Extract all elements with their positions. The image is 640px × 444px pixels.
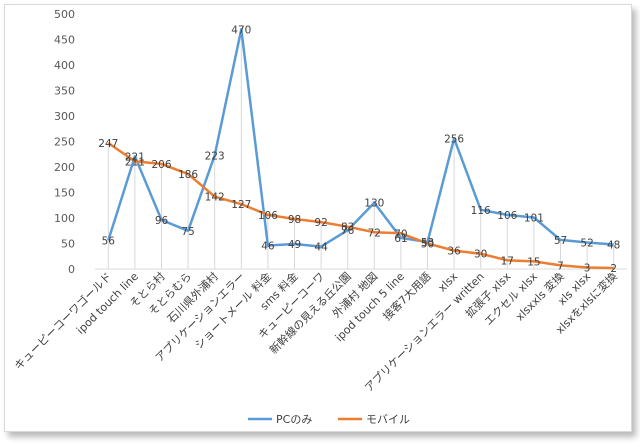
series-0-data-label-1: 221 <box>125 151 145 163</box>
series-0-data-label-18: 52 <box>580 237 593 249</box>
series-1-data-label-15: 17 <box>501 255 514 267</box>
series-0-data-label-13: 256 <box>444 133 464 145</box>
y-tick-label-1: 50 <box>61 238 75 251</box>
series-1-data-label-17: 7 <box>557 260 564 272</box>
series-1-data-label-10: 72 <box>368 227 381 239</box>
series-1-data-label-3: 186 <box>178 169 198 181</box>
y-tick-label-3: 150 <box>54 187 75 200</box>
y-tick-label-8: 400 <box>54 59 75 72</box>
y-tick-label-2: 100 <box>54 212 75 225</box>
series-1-data-label-5: 127 <box>231 199 251 211</box>
y-tick-label-6: 300 <box>54 110 75 123</box>
series-0-data-label-7: 49 <box>288 239 301 251</box>
series-0-data-label-10: 130 <box>364 198 384 210</box>
series-0-data-label-14: 116 <box>471 205 491 217</box>
series-1-data-label-2: 206 <box>151 159 171 171</box>
y-tick-label-0: 0 <box>68 263 75 276</box>
series-0-data-label-2: 96 <box>155 215 169 227</box>
legend: PCのみ モバイル <box>248 413 410 426</box>
y-tick-label-9: 450 <box>54 34 75 47</box>
series-1-data-label-12: 50 <box>421 239 434 251</box>
series-0-data-label-11: 61 <box>394 233 407 245</box>
y-tick-label-4: 200 <box>54 161 75 174</box>
series-0-data-label-16: 101 <box>524 212 544 224</box>
y-tick-label-5: 250 <box>54 136 75 149</box>
series-0-data-label-17: 57 <box>554 235 567 247</box>
series-0-data-label-12: 53 <box>421 237 434 249</box>
series-0-data-label-5: 470 <box>231 24 251 36</box>
series-1-data-label-6: 106 <box>258 210 278 222</box>
series-1-data-label-7: 98 <box>288 214 301 226</box>
series-1-data-label-19: 2 <box>610 263 617 275</box>
series-1-data-label-8: 92 <box>314 217 327 229</box>
series-1-data-label-9: 83 <box>341 222 354 234</box>
series-1-data-label-18: 3 <box>584 262 591 274</box>
series-1-data-label-1: 211 <box>125 156 145 168</box>
series-0-data-label-0: 56 <box>102 235 116 247</box>
series-layer <box>107 28 614 270</box>
y-tick-label-10: 500 <box>54 8 75 21</box>
series-0-data-label-8: 44 <box>314 242 328 254</box>
series-0-data-label-3: 75 <box>181 226 194 238</box>
series-1-data-label-14: 30 <box>474 249 487 261</box>
series-line-0 <box>107 28 614 248</box>
series-1-data-label-11: 70 <box>394 228 407 240</box>
series-1-data-label-16: 15 <box>527 256 540 268</box>
series-1-data-label-13: 36 <box>447 246 461 258</box>
series-0-data-label-15: 106 <box>497 210 517 222</box>
legend-label-mobile: モバイル <box>366 413 410 426</box>
series-1-data-label-0: 247 <box>98 138 118 150</box>
series-0-data-label-9: 76 <box>341 225 355 237</box>
series-0-data-label-6: 46 <box>261 241 275 253</box>
legend-label-pc: PCのみ <box>276 413 312 426</box>
series-line-1 <box>107 141 614 270</box>
series-1-data-label-4: 142 <box>205 192 225 204</box>
series-0-data-label-4: 223 <box>205 150 225 162</box>
y-tick-label-7: 350 <box>54 85 75 98</box>
chart-frame: 0 50 100 150 200 250 300 350 400 450 500 56 221 96 75… <box>4 4 632 432</box>
series-0-data-label-19: 48 <box>607 240 620 252</box>
